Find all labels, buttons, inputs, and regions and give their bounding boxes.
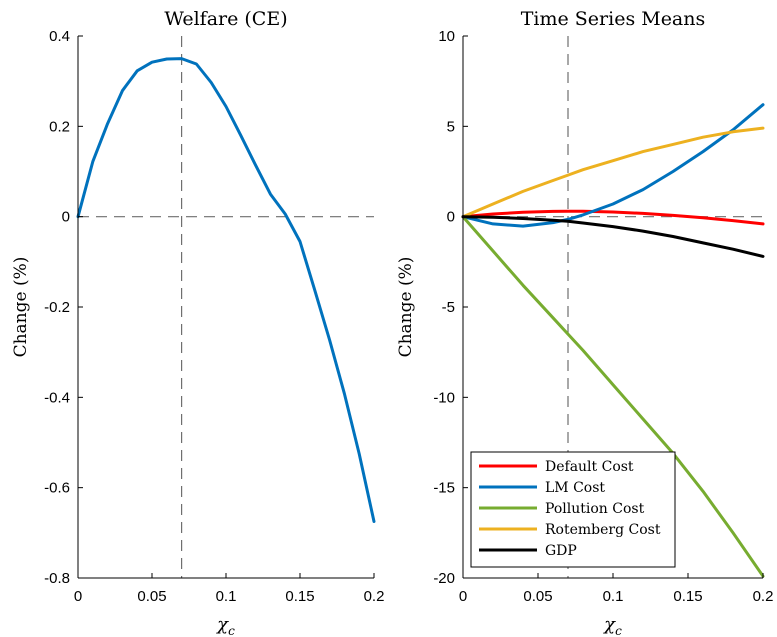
x-axis-label-subscript: c	[615, 624, 622, 637]
legend-entry: LM Cost	[545, 480, 605, 496]
y-tick-label: 0.4	[49, 28, 70, 45]
x-tick-label: 0.05	[523, 588, 552, 605]
x-tick-label: 0.15	[285, 588, 314, 605]
series-line-welfare	[76, 57, 376, 523]
y-tick-label: -5	[442, 299, 455, 316]
legend: Default Cost LM Cost Pollution Cost Rotembe…	[470, 451, 676, 568]
x-axis-label-symbol: χ	[602, 614, 616, 635]
series-line-pollution-cost	[461, 215, 765, 578]
chart-title: Welfare (CE)	[164, 8, 287, 30]
y-tick-label: -0.4	[44, 389, 70, 406]
x-tick-label: 0.05	[137, 588, 166, 605]
legend-entry: Default Cost	[545, 459, 634, 475]
y-tick-label: -0.8	[44, 570, 70, 587]
y-tick-label: -0.2	[44, 299, 70, 316]
y-tick-label: -10	[433, 389, 455, 406]
time-series-panel: 0 0.05 0.1 0.15 0.2 10 5 0 -5 -10 -15 -20 Time Serie…	[396, 8, 773, 637]
x-tick-label: 0.1	[603, 588, 624, 605]
series-line-default-cost	[461, 209, 765, 226]
legend-box	[470, 451, 676, 568]
y-tick-label: 0.2	[49, 118, 70, 135]
y-tick-label: -0.6	[44, 480, 70, 497]
y-tick-label: 10	[438, 28, 455, 45]
y-tick-label: 0	[62, 209, 70, 226]
x-axis-label-symbol: χ	[215, 614, 229, 635]
series-line-rotemberg-cost	[461, 126, 765, 219]
x-tick-label: 0.2	[364, 588, 385, 605]
x-axis-label-subscript: c	[228, 624, 235, 637]
y-tick-label: -20	[433, 570, 455, 587]
y-tick-label: 5	[447, 118, 455, 135]
x-axis-label: χc	[602, 614, 622, 637]
x-tick-label: 0	[74, 588, 82, 605]
y-axis-label: Change (%)	[11, 257, 31, 358]
legend-entry: Rotemberg Cost	[545, 522, 661, 538]
x-tick-label: 0.1	[216, 588, 237, 605]
x-tick-label: 0.15	[673, 588, 702, 605]
y-tick-label: 0	[447, 209, 455, 226]
x-tick-label: 0	[459, 588, 467, 605]
series-line-lm-cost	[461, 103, 765, 228]
y-tick-label: -15	[433, 480, 455, 497]
series-line-gdp	[461, 215, 765, 258]
welfare-panel: 0 0.05 0.1 0.15 0.2 0.4 0.2 0 -0.2 -0.4 -0.6 -0.8 We…	[11, 8, 384, 637]
chart-title: Time Series Means	[521, 8, 706, 30]
x-tick-label: 0.2	[753, 588, 774, 605]
y-axis-label: Change (%)	[396, 257, 416, 358]
legend-entry: GDP	[545, 543, 577, 559]
x-axis-label: χc	[215, 614, 235, 637]
legend-entry: Pollution Cost	[545, 501, 645, 517]
